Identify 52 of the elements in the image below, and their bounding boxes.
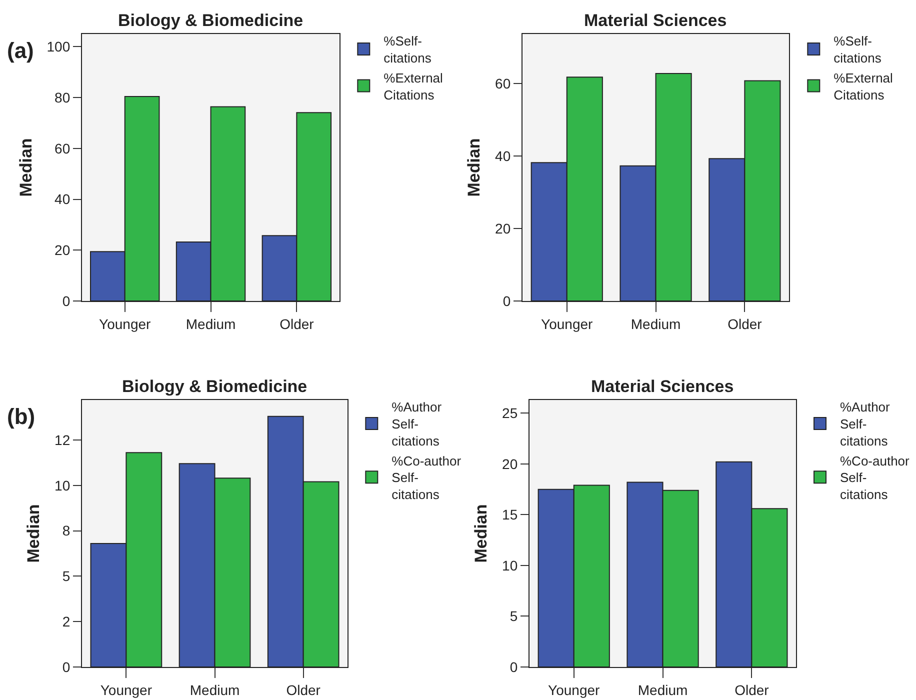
chart-title: Material Sciences xyxy=(591,377,734,396)
x-tick-label: Medium xyxy=(638,682,688,698)
legend-label: %Co-author Self-citations xyxy=(392,453,462,502)
x-tick-label: Medium xyxy=(186,316,236,332)
legend-label: %Author Self-citations xyxy=(392,400,442,448)
x-tick-label: Younger xyxy=(99,316,152,332)
legend-label: %Author Self-citations xyxy=(840,400,891,448)
y-tick-label: 40 xyxy=(54,191,70,208)
y-tick-label: 40 xyxy=(495,148,511,164)
x-tick-label: Older xyxy=(280,316,314,332)
legend-label: %Co-author Self-citations xyxy=(840,453,910,502)
text: (b) xyxy=(7,404,36,429)
legend-label: %Self-citations xyxy=(834,34,882,66)
x-tick-label: Younger xyxy=(541,316,594,332)
y-tick-label: 0 xyxy=(510,658,518,675)
y-tick-label: 12 xyxy=(54,432,70,448)
y-axis-title: Median xyxy=(464,138,484,197)
y-tick-label: 0 xyxy=(62,658,70,675)
y-tick-label: 20 xyxy=(54,242,70,258)
x-tick-label: Younger xyxy=(100,682,152,698)
y-axis-title: Median xyxy=(24,504,44,563)
x-tick-label: Older xyxy=(728,316,762,332)
y-tick-label: 8 xyxy=(62,522,70,539)
chart-title: Biology & Biomedicine xyxy=(118,11,304,30)
legend-label: %Self-citations xyxy=(384,34,432,66)
x-tick-label: Younger xyxy=(548,682,600,698)
chart-title: Biology & Biomedicine xyxy=(122,377,308,396)
y-tick-label: 2 xyxy=(62,613,70,630)
y-axis-title: Median xyxy=(472,504,491,563)
y-axis-title: Median xyxy=(16,138,36,197)
y-tick-label: 60 xyxy=(54,140,70,156)
x-tick-label: Older xyxy=(286,682,321,698)
y-tick-label: 0 xyxy=(62,292,70,309)
y-tick-label: 100 xyxy=(46,38,70,55)
y-tick-label: 25 xyxy=(502,405,518,422)
y-tick-label: 10 xyxy=(502,557,518,574)
y-tick-label: 20 xyxy=(502,456,518,472)
chart-title: Material Sciences xyxy=(584,11,727,30)
y-tick-label: 5 xyxy=(510,608,518,624)
y-tick-label: 5 xyxy=(62,568,70,584)
y-tick-label: 15 xyxy=(502,506,518,523)
y-tick-label: 0 xyxy=(502,292,511,309)
y-tick-label: 80 xyxy=(54,89,70,106)
text: (a) xyxy=(7,38,34,63)
legend-label: %External Citations xyxy=(834,70,894,102)
y-tick-label: 10 xyxy=(54,477,70,494)
x-tick-label: Medium xyxy=(630,316,681,332)
x-tick-label: Medium xyxy=(190,682,240,698)
x-tick-label: Older xyxy=(734,682,770,698)
y-tick-label: 20 xyxy=(495,220,511,236)
y-tick-label: 60 xyxy=(495,76,511,92)
legend-label: %External Citations xyxy=(384,70,444,102)
